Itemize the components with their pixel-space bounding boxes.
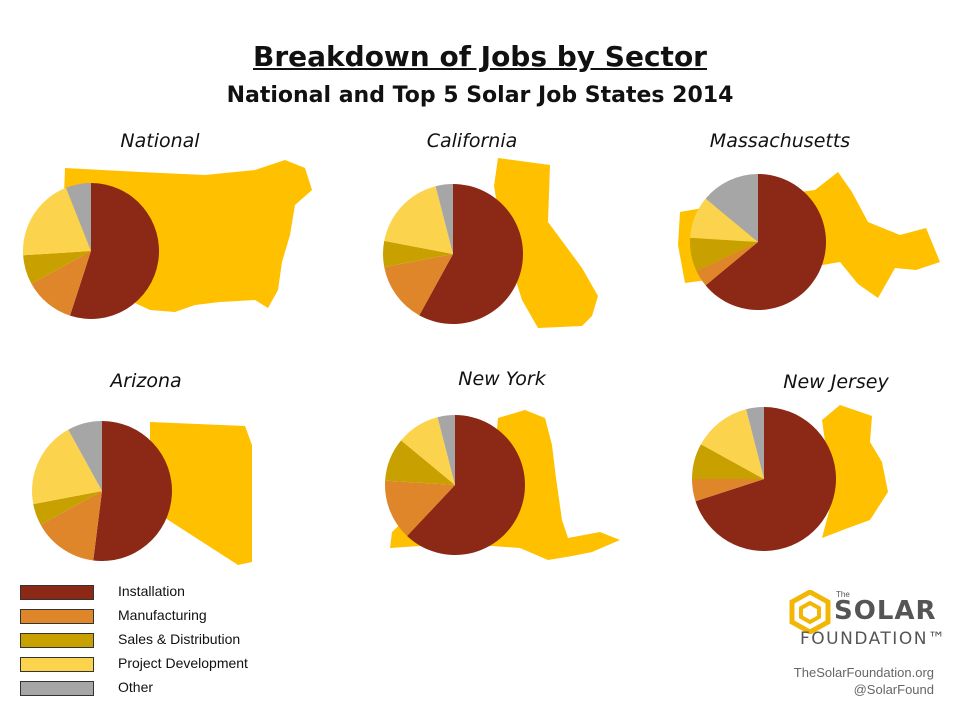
pie-slice-project-development xyxy=(32,429,102,505)
pie-slice-sales-distribution xyxy=(23,251,92,284)
pie-slice-sales-distribution xyxy=(689,237,758,271)
pie-slice-installation xyxy=(69,183,160,319)
pie-chart-panel: Arizona xyxy=(32,370,252,565)
footer-handle: @SolarFound xyxy=(853,682,934,697)
pie-chart-panel: New Jersey xyxy=(691,371,889,551)
pie-slice-installation xyxy=(407,415,525,555)
legend-swatch xyxy=(20,681,94,696)
chart-subtitle: National and Top 5 Solar Job States 2014 xyxy=(226,83,734,108)
new-jersey-map-shape xyxy=(822,405,888,538)
logo-foundation: FOUNDATION™ xyxy=(800,629,947,649)
pie-slice-other xyxy=(65,183,91,251)
legend-label: Installation xyxy=(118,583,185,599)
legend-label: Project Development xyxy=(118,655,248,671)
pie-slice-installation xyxy=(419,184,524,324)
legend-label: Other xyxy=(118,679,154,695)
chart-title: Breakdown of Jobs by Sector xyxy=(253,40,707,73)
pie-slice-project-development xyxy=(384,186,453,254)
pie-slice-project-development xyxy=(700,409,764,479)
pie-slice-manufacturing xyxy=(384,254,453,316)
pie-slice-project-development xyxy=(690,198,758,242)
legend-label: Manufacturing xyxy=(118,607,207,623)
pie-slice-installation xyxy=(695,407,836,551)
pie-panel-title: National xyxy=(120,130,200,152)
pie-slice-sales-distribution xyxy=(382,240,453,268)
pie-slice-other xyxy=(705,174,758,242)
pie-slice-sales-distribution xyxy=(692,444,764,479)
pie-slice-installation xyxy=(93,421,172,561)
pie-slice-project-development xyxy=(22,187,92,256)
solar-foundation-logo: The SOLAR FOUNDATION™ xyxy=(788,588,945,658)
pie-panel-title: California xyxy=(427,130,518,152)
legend-swatch xyxy=(20,609,94,624)
pie-slice-manufacturing xyxy=(691,479,764,502)
pie-slice-sales-distribution xyxy=(385,440,455,485)
pie-slice-manufacturing xyxy=(385,480,455,537)
legend-label: Sales & Distribution xyxy=(118,631,241,647)
pie-slice-manufacturing xyxy=(40,491,102,561)
legend-swatch xyxy=(20,585,94,600)
pie-slice-sales-distribution xyxy=(33,491,102,525)
pie-chart-panel: California xyxy=(382,130,598,328)
pie-chart-panel: New York xyxy=(385,368,620,560)
pie-slice-other xyxy=(746,407,764,479)
pie-slice-other xyxy=(437,415,455,485)
pie-panel-title: New Jersey xyxy=(783,371,889,393)
pie-slice-manufacturing xyxy=(31,251,91,316)
pie-chart-panel: Massachusetts xyxy=(678,130,940,310)
logo-the: The xyxy=(836,590,850,599)
pie-panel-title: Arizona xyxy=(108,370,181,392)
pie-slice-installation xyxy=(705,174,827,310)
pie-chart-panel: National xyxy=(22,130,312,319)
legend-swatch xyxy=(20,657,94,672)
logo-solar: SOLAR xyxy=(834,596,937,626)
pie-panel-title: New York xyxy=(458,368,546,390)
arizona-map-shape xyxy=(145,422,252,565)
legend-swatch xyxy=(20,633,94,648)
pie-panel-title: Massachusetts xyxy=(710,130,850,152)
footer-url: TheSolarFoundation.org xyxy=(793,665,934,680)
pie-slice-manufacturing xyxy=(696,242,758,286)
pie-slice-other xyxy=(68,421,102,491)
pie-slice-project-development xyxy=(401,417,455,485)
california-map-shape xyxy=(494,158,598,328)
pie-slice-other xyxy=(435,184,453,254)
hexagon-logo-icon xyxy=(789,590,831,634)
